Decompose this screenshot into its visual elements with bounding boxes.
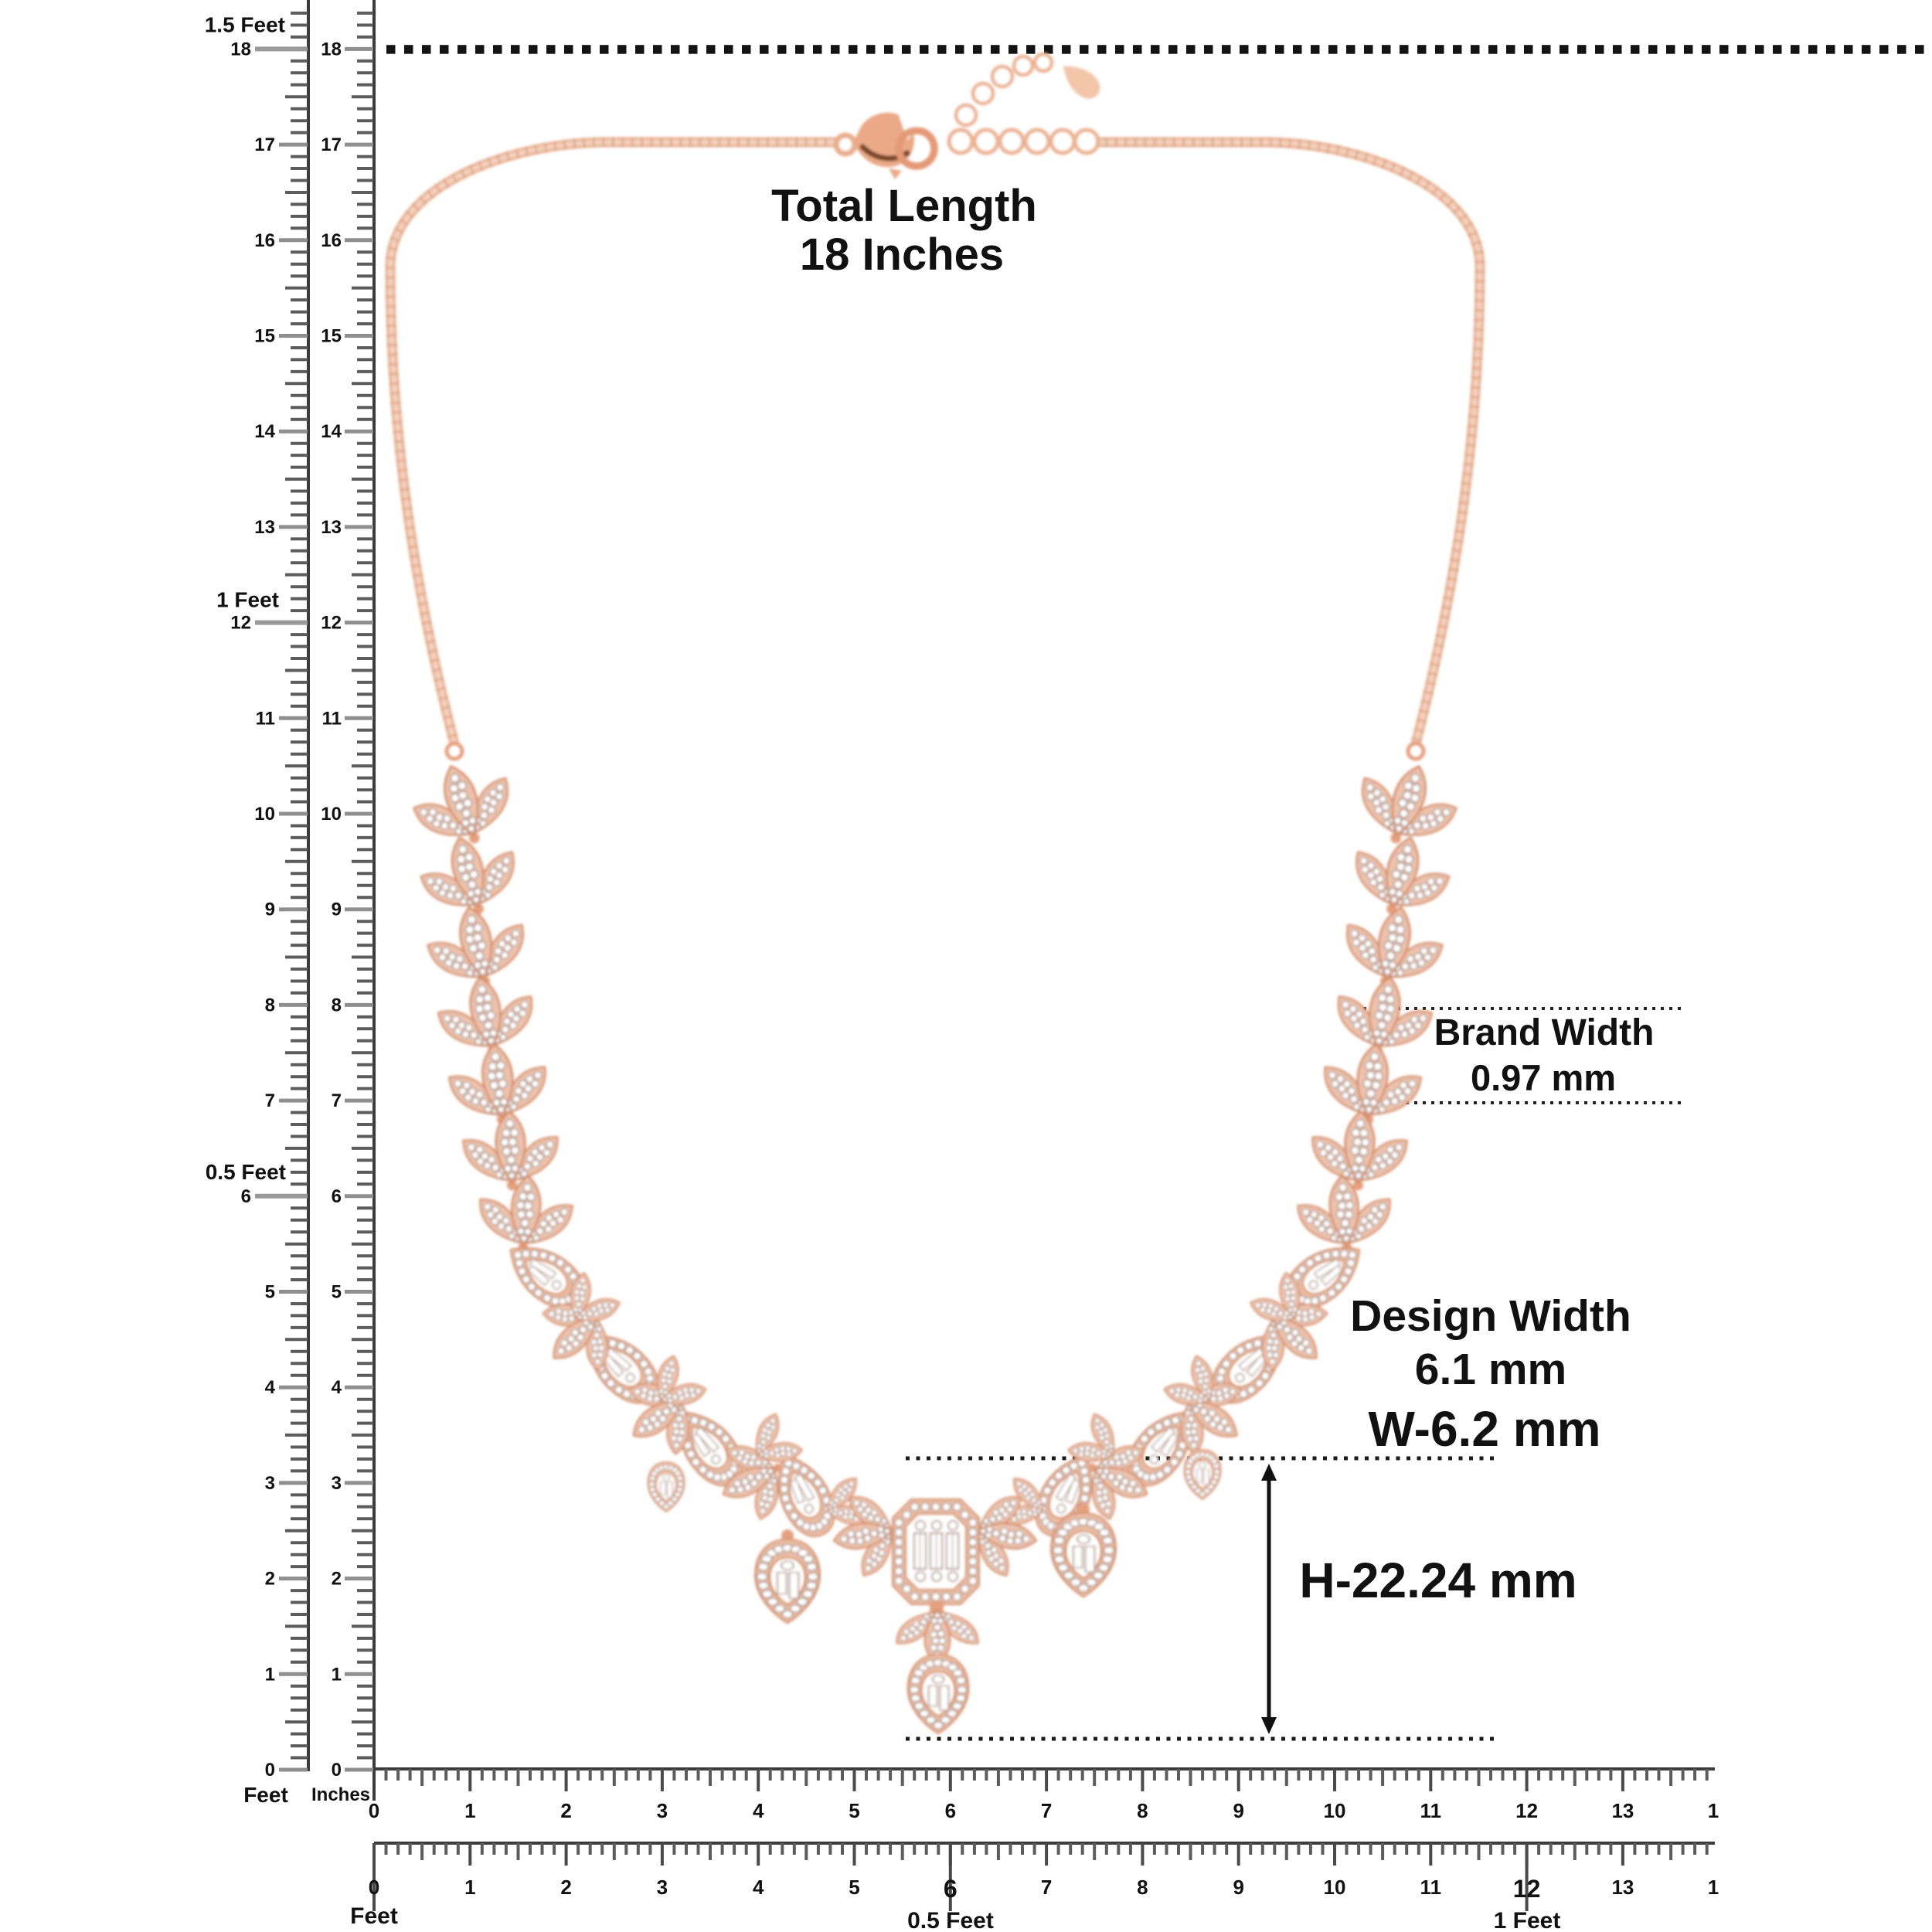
svg-text:1: 1 (464, 1876, 475, 1899)
svg-text:0: 0 (369, 1876, 379, 1899)
svg-text:1 Feet: 1 Feet (216, 588, 279, 612)
svg-text:3: 3 (657, 1799, 668, 1822)
svg-text:16: 16 (321, 230, 342, 251)
svg-text:10: 10 (254, 804, 275, 825)
svg-text:3: 3 (657, 1876, 668, 1899)
svg-text:10: 10 (1324, 1799, 1346, 1822)
svg-text:9: 9 (1233, 1876, 1243, 1899)
svg-text:2: 2 (560, 1799, 571, 1822)
svg-text:6.1 mm: 6.1 mm (1415, 1345, 1566, 1394)
svg-text:1: 1 (1708, 1799, 1719, 1822)
svg-text:6: 6 (332, 1186, 342, 1207)
svg-text:2: 2 (560, 1876, 571, 1899)
svg-text:7: 7 (332, 1090, 342, 1111)
svg-text:6: 6 (945, 1799, 956, 1822)
svg-text:8: 8 (1137, 1799, 1148, 1822)
svg-text:10: 10 (1324, 1876, 1346, 1899)
svg-text:11: 11 (256, 708, 275, 729)
svg-text:15: 15 (321, 326, 342, 347)
svg-text:17: 17 (254, 134, 275, 155)
svg-text:18: 18 (321, 39, 342, 60)
svg-text:2: 2 (265, 1569, 275, 1590)
svg-text:8: 8 (332, 995, 342, 1015)
svg-text:5: 5 (265, 1282, 275, 1303)
svg-text:18: 18 (230, 39, 251, 60)
svg-text:4: 4 (332, 1377, 342, 1398)
svg-text:1 Feet: 1 Feet (1494, 1908, 1561, 1932)
svg-text:0.97 mm: 0.97 mm (1471, 1057, 1616, 1098)
svg-text:3: 3 (332, 1473, 342, 1494)
svg-text:0: 0 (265, 1760, 275, 1781)
svg-text:8: 8 (265, 995, 275, 1015)
svg-text:4: 4 (265, 1377, 276, 1398)
svg-text:7: 7 (265, 1090, 275, 1111)
svg-text:5: 5 (332, 1282, 342, 1303)
svg-text:1: 1 (1708, 1876, 1719, 1899)
svg-text:12: 12 (1513, 1875, 1541, 1903)
svg-text:2: 2 (332, 1569, 342, 1590)
svg-text:0.5 Feet: 0.5 Feet (907, 1908, 994, 1932)
svg-text:Brand Width: Brand Width (1434, 1012, 1655, 1053)
svg-text:13: 13 (1611, 1799, 1634, 1822)
svg-text:5: 5 (849, 1876, 859, 1899)
svg-text:12: 12 (230, 613, 251, 634)
svg-text:11: 11 (322, 708, 342, 729)
svg-text:9: 9 (265, 900, 275, 920)
svg-text:12: 12 (1515, 1799, 1538, 1822)
svg-text:0.5 Feet: 0.5 Feet (206, 1160, 286, 1184)
svg-text:Design Width: Design Width (1350, 1291, 1631, 1341)
svg-text:6: 6 (944, 1875, 957, 1903)
svg-text:1: 1 (265, 1664, 275, 1685)
svg-text:13: 13 (1611, 1876, 1634, 1899)
svg-text:9: 9 (1233, 1799, 1243, 1822)
svg-text:Inches: Inches (311, 1784, 370, 1805)
svg-text:6: 6 (241, 1186, 251, 1207)
svg-text:14: 14 (254, 421, 275, 442)
svg-text:17: 17 (321, 134, 342, 155)
svg-text:3: 3 (265, 1473, 275, 1494)
svg-text:4: 4 (753, 1876, 764, 1899)
svg-text:0: 0 (369, 1799, 379, 1822)
svg-text:Feet: Feet (243, 1783, 288, 1807)
svg-text:Feet: Feet (350, 1903, 398, 1929)
svg-text:8: 8 (1137, 1876, 1148, 1899)
svg-text:18 Inches: 18 Inches (800, 230, 1004, 280)
svg-text:1: 1 (332, 1664, 342, 1685)
svg-text:12: 12 (321, 613, 342, 634)
svg-text:1: 1 (464, 1799, 475, 1822)
svg-text:13: 13 (254, 517, 275, 538)
svg-text:14: 14 (321, 421, 342, 442)
svg-text:1.5 Feet: 1.5 Feet (205, 12, 285, 36)
svg-text:5: 5 (849, 1799, 859, 1822)
svg-text:9: 9 (332, 900, 342, 920)
svg-text:Total Length: Total Length (771, 181, 1037, 231)
svg-text:15: 15 (254, 326, 275, 347)
svg-text:4: 4 (753, 1799, 764, 1822)
svg-text:11: 11 (1420, 1799, 1442, 1822)
svg-text:0: 0 (332, 1760, 342, 1781)
svg-text:H-22.24 mm: H-22.24 mm (1299, 1553, 1577, 1608)
svg-text:16: 16 (254, 230, 275, 251)
svg-text:10: 10 (321, 804, 342, 825)
svg-text:7: 7 (1041, 1876, 1052, 1899)
svg-text:13: 13 (321, 517, 342, 538)
svg-text:7: 7 (1041, 1799, 1052, 1822)
svg-text:11: 11 (1420, 1876, 1442, 1899)
svg-text:W-6.2 mm: W-6.2 mm (1369, 1401, 1601, 1457)
